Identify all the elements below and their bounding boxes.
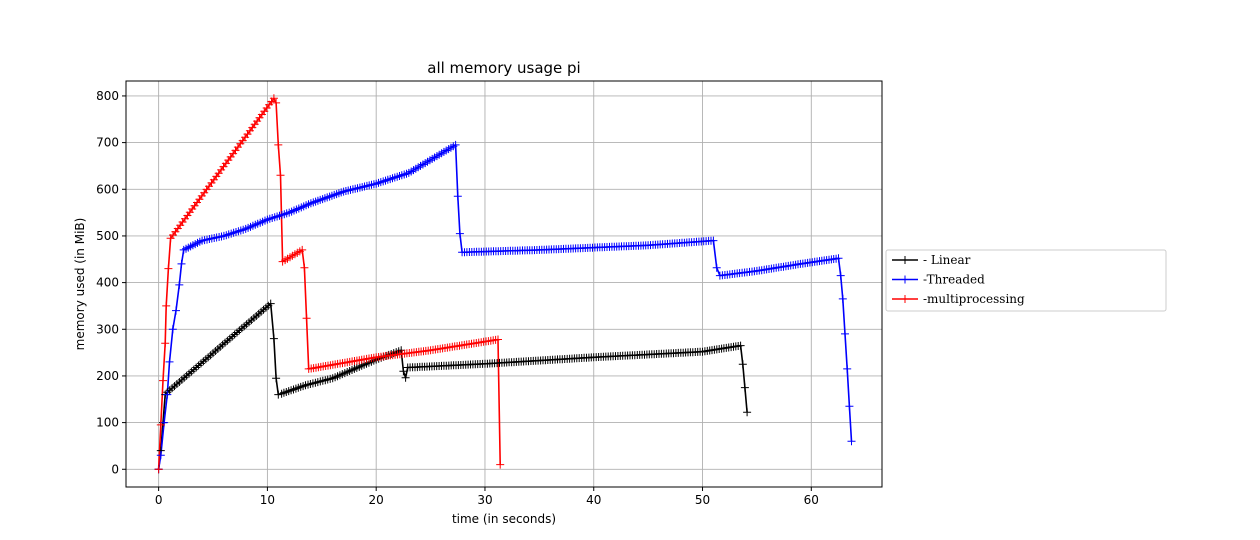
- x-tick-label: 40: [586, 493, 601, 507]
- data-point-marker: [162, 301, 171, 310]
- y-tick-label: 600: [96, 182, 119, 196]
- data-point-marker: [712, 263, 721, 272]
- data-point-marker: [302, 314, 311, 323]
- data-point-marker: [300, 263, 309, 272]
- legend-label-threaded: -Threaded: [923, 273, 985, 287]
- data-point-marker: [834, 254, 843, 263]
- series-markers-multiprocessing: [154, 94, 505, 474]
- x-tick-label: 50: [695, 493, 710, 507]
- data-point-marker: [156, 451, 165, 460]
- data-point-marker: [163, 390, 172, 399]
- data-point-marker: [453, 192, 462, 201]
- data-point-marker: [175, 280, 184, 289]
- legend-marker-linear: [901, 256, 909, 264]
- legend-marker-threaded: [901, 275, 909, 284]
- legend-marker-multiprocessing: [901, 295, 909, 303]
- data-point-marker: [496, 460, 505, 469]
- data-point-marker: [266, 299, 275, 308]
- data-point-marker: [494, 335, 502, 344]
- grid-lines: [126, 81, 882, 487]
- data-point-marker: [164, 264, 173, 273]
- data-point-marker: [847, 437, 856, 446]
- legend-label-linear: - Linear: [923, 253, 971, 267]
- series-markers-linear: [154, 299, 752, 474]
- x-tick-label: 0: [155, 493, 163, 507]
- y-tick-label: 800: [96, 89, 119, 103]
- data-point-marker: [843, 364, 852, 373]
- data-point-marker: [401, 373, 410, 382]
- x-tick-label: 20: [369, 493, 384, 507]
- data-point-marker: [836, 271, 845, 280]
- x-tick-label: 60: [804, 493, 819, 507]
- data-point-marker: [736, 341, 745, 350]
- chart-title: all memory usage pi: [427, 59, 580, 77]
- data-point-marker: [451, 140, 460, 149]
- data-point-marker: [272, 98, 281, 107]
- data-point-marker: [154, 465, 163, 474]
- series-line-multiprocessing: [157, 97, 501, 470]
- data-point-marker: [274, 140, 283, 149]
- plot-area-frame: [125, 80, 883, 488]
- y-tick-label: 400: [96, 276, 119, 290]
- data-point-marker: [274, 390, 283, 399]
- data-point-marker: [743, 408, 752, 417]
- x-tick-label: 10: [260, 493, 275, 507]
- series-line-linear: [157, 302, 748, 470]
- y-axis-label: memory used (in MiB): [73, 218, 87, 351]
- data-point-marker: [165, 357, 174, 366]
- data-point-marker: [159, 376, 167, 385]
- data-point-marker: [709, 236, 718, 245]
- data-point-marker: [156, 420, 165, 429]
- series-markers-threaded: [154, 140, 856, 474]
- x-axis-label: time (in seconds): [452, 512, 556, 526]
- data-point-marker: [838, 294, 847, 303]
- legend-frame: [885, 249, 1167, 312]
- data-point-marker: [269, 94, 278, 103]
- y-tick-label: 700: [96, 136, 119, 150]
- data-point-marker: [168, 325, 177, 334]
- y-tick-label: 500: [96, 229, 119, 243]
- data-point-marker: [399, 367, 408, 376]
- data-point-marker: [272, 374, 281, 383]
- data-point-marker: [845, 402, 854, 411]
- data-point-marker: [397, 346, 406, 355]
- legend-label-multiprocessing: -multiprocessing: [923, 292, 1025, 306]
- data-point-marker: [298, 245, 307, 254]
- data-point-marker: [172, 306, 180, 315]
- data-point-marker: [161, 339, 170, 348]
- data-point-marker: [269, 334, 278, 343]
- data-point-marker: [177, 259, 186, 268]
- y-tick-label: 100: [96, 416, 119, 430]
- y-tick-label: 300: [96, 322, 119, 336]
- x-tick-label: 30: [477, 493, 492, 507]
- y-tick-label: 0: [111, 462, 119, 476]
- data-point-marker: [738, 360, 747, 369]
- data-point-marker: [276, 171, 285, 180]
- data-point-marker: [841, 329, 849, 338]
- data-point-marker: [455, 229, 464, 238]
- series-markers: [154, 94, 856, 474]
- series-line-threaded: [157, 144, 853, 470]
- data-point-marker: [740, 383, 749, 392]
- legend: - Linear -Threaded -multiprocessing: [885, 249, 1167, 312]
- y-tick-label: 200: [96, 369, 119, 383]
